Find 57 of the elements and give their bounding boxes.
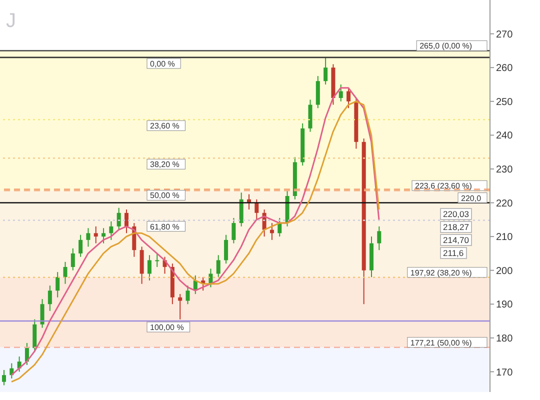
ref-line-label: 177,21 (50,00 %) [410, 338, 472, 348]
y-tick-label: 270 [496, 29, 514, 40]
candlestick [316, 76, 320, 109]
candlestick [338, 84, 343, 102]
annotation: 218,27 [440, 221, 472, 233]
candlestick [186, 285, 190, 305]
candlestick [224, 234, 228, 264]
annotation: 0,00 % [150, 59, 175, 68]
candlestick [116, 207, 121, 230]
candlestick [56, 272, 60, 298]
candlestick [48, 285, 52, 312]
annotation: 50,00 % [150, 191, 180, 200]
candlestick [24, 342, 29, 366]
y-tick-label: 260 [496, 63, 514, 74]
candlestick [377, 226, 382, 251]
candlestick [70, 248, 75, 271]
annotation: 220,03 [440, 208, 472, 220]
ref-line-label: 265,0 (0,00 %) [420, 42, 472, 51]
candlestick [78, 234, 83, 258]
annotation: 23,60 % [150, 122, 180, 131]
y-tick-label: 240 [496, 130, 514, 142]
y-tick-label: 190 [496, 300, 514, 311]
y-tick-label: 250 [496, 96, 514, 108]
ref-line-label: 220,0 [461, 194, 482, 203]
candlestick [232, 217, 236, 244]
candlestick [140, 246, 144, 284]
candlestick [94, 226, 98, 244]
y-tick-label: 230 [496, 164, 514, 176]
candlestick [147, 254, 152, 281]
y-tick-label: 210 [496, 232, 514, 244]
y-tick-label: 170 [496, 367, 514, 378]
annotation: 211,6 [440, 247, 467, 259]
candlestick [155, 252, 160, 268]
y-tick-label: 220 [496, 198, 514, 210]
candlestick [178, 294, 182, 320]
y-tick-label: 200 [496, 266, 514, 277]
candlestick [254, 198, 259, 220]
candlestick [102, 228, 106, 244]
annotation: 38,20 % [150, 160, 180, 170]
annotation: 100,00 % [150, 323, 184, 332]
candlestick [109, 220, 114, 240]
candlestick [40, 298, 44, 328]
candlestick [86, 228, 90, 248]
candlestick [216, 254, 220, 278]
ref-line-label: 223,6 (23,60 %) [415, 182, 472, 191]
candlestick [324, 56, 328, 85]
ref-line-label: 197,92 (38,20 %) [410, 268, 472, 278]
candlestick [308, 99, 312, 132]
annotation: 214,70 [440, 234, 472, 246]
candlestick [346, 87, 351, 109]
candlestick [32, 318, 37, 352]
y-tick-label: 180 [496, 333, 514, 344]
candlestick [124, 209, 128, 234]
candlestick [239, 192, 244, 227]
candlestick [2, 370, 6, 386]
candlestick [63, 261, 68, 284]
annotation: 61,80 % [150, 222, 180, 232]
